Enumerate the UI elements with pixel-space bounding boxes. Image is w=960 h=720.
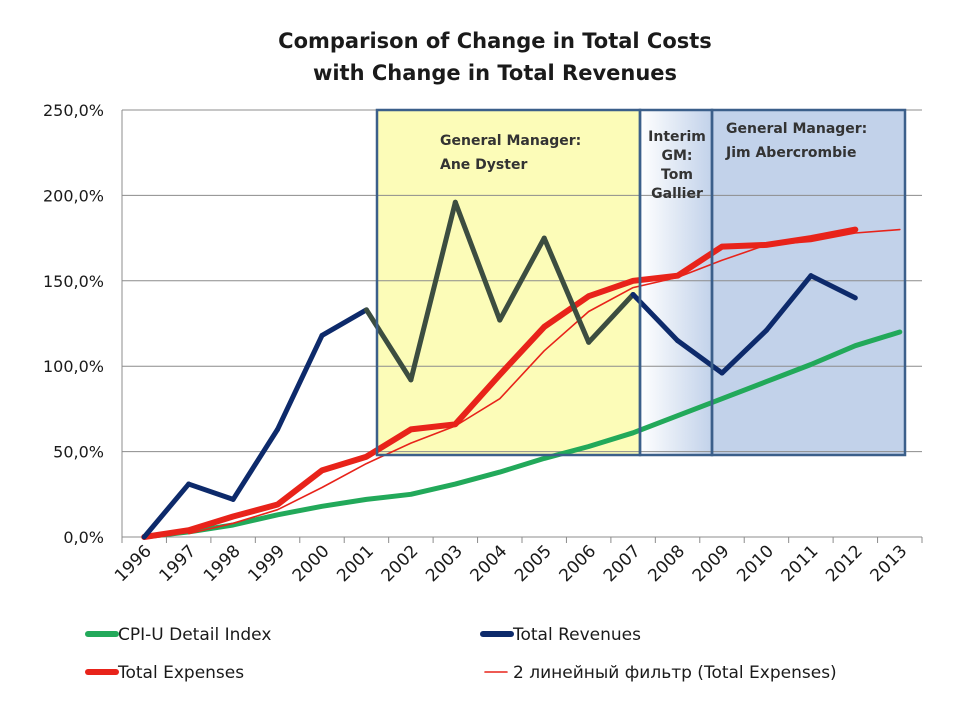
annotation-text: Ane Dyster (440, 157, 527, 173)
x-tick-label: 2013 (867, 541, 912, 586)
annotation-text: Jim Abercrombie (725, 145, 856, 161)
legend-label: Total Revenues (512, 625, 641, 645)
x-tick-label: 2011 (778, 541, 823, 586)
series-line-total-revenues-segment (719, 327, 769, 376)
x-tick-label: 2010 (733, 541, 778, 586)
series-line-total-revenues-segment (586, 291, 636, 345)
legend-label: 2 линейный фильтр (Total Expenses) (513, 663, 837, 683)
series-line-total-revenues-segment (763, 273, 814, 333)
series-line-total-revenues-segment (230, 426, 281, 502)
chart-title-line-1: Comparison of Change in Total Costs (278, 29, 712, 53)
chart-title: Comparison of Change in Total Costs with… (278, 29, 712, 85)
series-line-total-revenues-segment (275, 332, 325, 432)
x-tick-label: 1996 (111, 541, 156, 586)
series-line-total-revenues-segment (808, 273, 858, 301)
period-box-1 (377, 110, 640, 455)
period-box-border-3 (710, 108, 907, 457)
series-line-total-revenues-segment (319, 307, 369, 338)
annotation-text: GM: (661, 148, 692, 164)
x-tick-label: 2006 (555, 541, 600, 586)
x-tick-label: 2008 (644, 541, 689, 586)
series-line-total-revenues-segment (141, 481, 192, 540)
series-line-total-revenues-segment (497, 235, 547, 323)
series-line-2 (141, 226, 859, 540)
series-line-total-revenues-segment (675, 338, 725, 376)
x-tick-label: 2004 (467, 541, 512, 586)
annotation-text: Gallier (651, 186, 703, 202)
legend-label: CPI-U Detail Index (118, 625, 271, 645)
series-line-total-revenues-segment (408, 199, 458, 383)
annotation-text: Interim (648, 129, 706, 145)
series-line-3 (187, 228, 901, 535)
x-tick-label: 2003 (422, 541, 467, 586)
x-tick-label: 2005 (511, 541, 556, 586)
series-line-total-revenues-segment (452, 199, 503, 323)
x-tick-label: 2012 (822, 541, 867, 586)
x-tick-label: 2002 (378, 541, 423, 586)
annotation-text: General Manager: (440, 133, 581, 149)
y-tick-label: 200,0% (43, 186, 104, 205)
y-tick-label: 0,0% (63, 528, 104, 547)
series-line-total-revenues-segment (186, 481, 236, 502)
y-tick-label: 50,0% (53, 443, 104, 462)
legend-label: Total Expenses (117, 663, 244, 683)
x-tick-label: 2009 (689, 541, 734, 586)
y-tick-label: 100,0% (43, 357, 104, 376)
series-line-total-revenues-segment (363, 307, 414, 383)
x-tick-label: 1998 (200, 541, 245, 586)
y-tick-label: 250,0% (43, 101, 104, 120)
annotation-text: General Manager: (726, 121, 867, 137)
x-tick-label: 2007 (600, 541, 645, 586)
chart-title-line-2: with Change in Total Revenues (313, 61, 677, 85)
series-line-0 (141, 329, 903, 540)
x-tick-label: 1999 (244, 541, 289, 586)
x-tick-label: 1997 (155, 541, 200, 586)
annotation-text: Tom (661, 167, 693, 183)
y-tick-label: 150,0% (43, 272, 104, 291)
series-line-total-revenues-segment (541, 235, 592, 345)
x-tick-label: 2001 (333, 541, 378, 586)
x-tick-label: 2000 (289, 541, 334, 586)
